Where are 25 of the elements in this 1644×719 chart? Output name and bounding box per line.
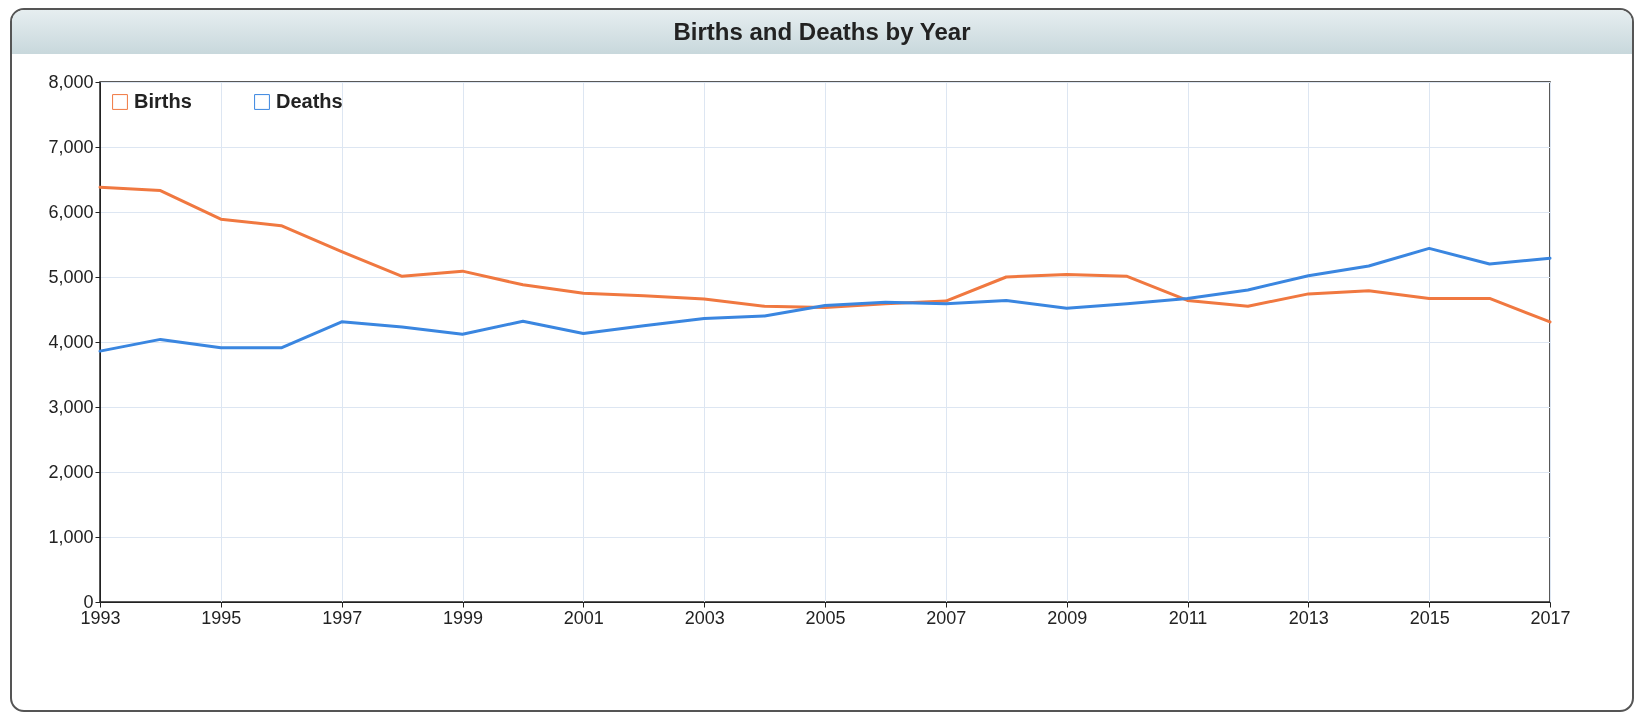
y-tick-label: 2,000 — [48, 461, 94, 482]
y-tick-label: 3,000 — [48, 396, 94, 417]
chart-title: Births and Deaths by Year — [12, 10, 1632, 54]
x-tick-label: 2017 — [1530, 607, 1571, 628]
x-tick-label: 2015 — [1409, 607, 1450, 628]
x-tick-label: 2009 — [1047, 607, 1088, 628]
y-tick-label: 6,000 — [48, 201, 94, 222]
y-tick-label: 7,000 — [48, 136, 94, 157]
x-tick-label: 2011 — [1168, 607, 1208, 628]
x-tick-label: 1995 — [201, 607, 242, 628]
y-tick-label: 4,000 — [48, 331, 94, 352]
y-tick-label: 1,000 — [48, 526, 94, 547]
legend-label: Births — [134, 90, 192, 112]
x-tick-label: 1997 — [322, 607, 363, 628]
x-tick-label: 2001 — [563, 607, 604, 628]
line-series — [98, 246, 1552, 353]
x-tick-label: 2005 — [805, 607, 846, 628]
y-tick-label: 5,000 — [48, 266, 94, 287]
line-series — [98, 185, 1552, 324]
legend-label: Deaths — [276, 90, 343, 112]
x-tick-label: 2003 — [684, 607, 725, 628]
x-tick-label: 2007 — [926, 607, 967, 628]
x-tick-label: 2013 — [1288, 607, 1329, 628]
y-tick-label: 8,000 — [48, 71, 94, 92]
x-tick-label: 1999 — [442, 607, 484, 628]
